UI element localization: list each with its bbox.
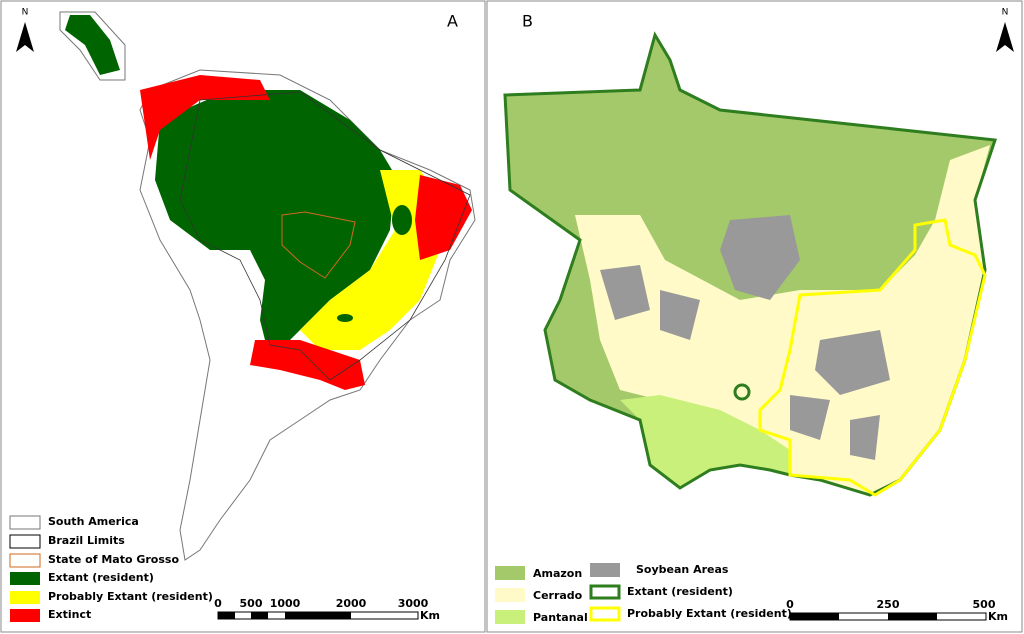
extant-point (733, 383, 751, 401)
legend-label: Cerrado (533, 589, 583, 602)
legend-swatch (10, 572, 40, 585)
legend-a: South America Brazil Limits State of Mat… (9, 515, 213, 622)
scale-segment (790, 613, 839, 620)
north-arrow (996, 22, 1014, 52)
legend-label: Pantanal (533, 611, 588, 624)
soybean-area (720, 215, 800, 300)
legend-swatch (589, 606, 621, 622)
scale-bar-b: 0 250 500 Km (786, 598, 1008, 623)
mato-grosso-outline (281, 211, 356, 279)
extinct-area (415, 175, 472, 260)
legend-label: Extinct (48, 608, 91, 621)
north-label: N (1002, 8, 1009, 18)
scale-segment (251, 612, 268, 619)
legend-label: Amazon (533, 567, 582, 580)
scale-label: 500 (973, 598, 996, 611)
extinct-area (140, 75, 270, 160)
soybean-area (600, 265, 650, 320)
legend-label: Extant (resident) (627, 585, 733, 598)
soybean-areas (600, 215, 890, 460)
soybean-area (790, 395, 830, 440)
scale-bar-a: 0 500 1000 2000 3000 Km (214, 597, 440, 622)
scale-segment (888, 613, 937, 620)
soybean-area (660, 290, 700, 340)
legend-swatch (495, 566, 525, 580)
scale-label: 500 (240, 597, 263, 610)
scale-unit: Km (988, 610, 1008, 623)
map-a (59, 11, 476, 561)
soybean-area (815, 330, 890, 395)
legend-swatch (495, 588, 525, 602)
brazil-outline (179, 91, 471, 381)
legend-swatch (589, 584, 621, 600)
legend-label: State of Mato Grosso (48, 553, 179, 566)
scale-label: 0 (786, 598, 794, 611)
legend-swatch (9, 534, 41, 549)
legend-label: Probably Extant (resident) (627, 607, 792, 620)
legend-label: Brazil Limits (48, 534, 125, 547)
soybean-area (850, 415, 880, 460)
panel-label: B (522, 12, 533, 31)
probably-extant-outline (758, 218, 987, 497)
extant-area (392, 205, 412, 235)
legend-label: Probably Extant (resident) (48, 590, 213, 603)
legend-swatch (590, 563, 620, 577)
legend-label: Soybean Areas (636, 563, 729, 576)
north-label: N (22, 8, 29, 18)
scale-label: 250 (877, 598, 900, 611)
legend-swatch (9, 515, 41, 530)
scale-segment (285, 612, 351, 619)
map-b (503, 31, 998, 497)
extinct-area (250, 340, 365, 390)
legend-swatch (10, 609, 40, 622)
scale-label: 1000 (270, 597, 301, 610)
panel-a-frame (0, 0, 486, 633)
extant-area (65, 15, 120, 75)
scale-segment (218, 612, 235, 619)
extant-area (155, 90, 395, 360)
extant-area (337, 314, 353, 322)
legend-label: Extant (resident) (48, 571, 154, 584)
panel-label: A (447, 12, 458, 31)
legend-label: South America (48, 515, 139, 528)
scale-label: 2000 (336, 597, 367, 610)
legend-swatch (9, 553, 41, 568)
legend-b: Amazon Cerrado Pantanal Soybean Areas Ex… (495, 563, 792, 624)
panel-b-frame (486, 0, 1023, 633)
legend-swatch (495, 610, 525, 624)
scale-label: 3000 (398, 597, 429, 610)
scale-unit: Km (420, 609, 440, 622)
scale-label: 0 (214, 597, 222, 610)
legend-swatch (10, 591, 40, 604)
north-arrow (16, 22, 34, 52)
